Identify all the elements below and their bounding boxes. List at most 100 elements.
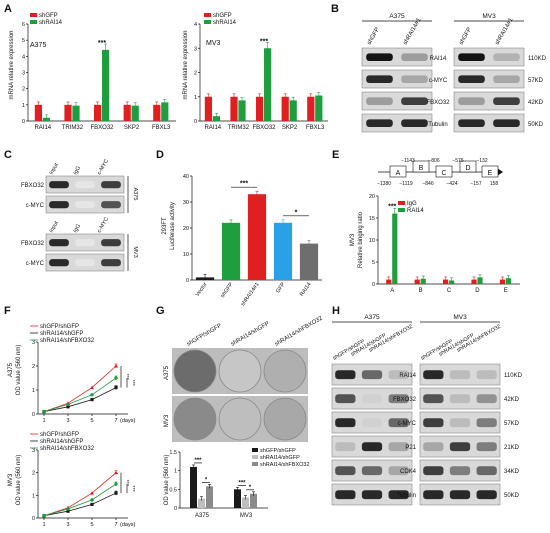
significance-label: * <box>205 477 208 483</box>
G-y-tick-label: 0.5 <box>169 487 177 493</box>
legend-label-shGFP: shGFP <box>39 13 58 19</box>
legend-label-shRAI14/shGFP: shRAI14/shGFP <box>260 455 300 461</box>
promoter-box-label: A <box>396 170 401 177</box>
promoter-box-label: D <box>465 165 470 172</box>
blot-c-FBXO32-band <box>75 239 95 247</box>
colony-well <box>173 349 217 393</box>
blot-h-CDK4-band <box>361 466 383 476</box>
blot-b-c-MYC-band <box>366 75 393 83</box>
colony-well <box>218 349 262 393</box>
significance-label: *** <box>129 485 135 492</box>
legend-swatch-IgG <box>398 201 405 205</box>
kd-label: 42KD <box>528 100 544 106</box>
blot-b-FBXO32-band <box>401 97 428 105</box>
x-tick-label: 1 <box>42 522 45 528</box>
panel-label-h: H <box>332 305 340 317</box>
blot-h-P21-band <box>335 442 356 452</box>
lane-label: IgG <box>73 165 83 176</box>
significance-label: *** <box>388 204 396 211</box>
category-label: C <box>447 288 452 294</box>
kd-label: 42KD <box>504 397 520 403</box>
blot-h-Tubulin-band <box>476 490 497 500</box>
series-line-shRAI14/shFBXO32 <box>43 377 117 412</box>
blot-h-CDK4-band <box>335 466 356 476</box>
blot-h-c-MYC-band <box>335 418 356 428</box>
category-label: A <box>390 288 394 294</box>
blot-c-c-MYC-band <box>101 259 121 267</box>
category-label: FBXL3 <box>152 125 171 131</box>
panel-h-western-blot: A375shGFP/shGFPshRAI14/shGFPshRAI14/shFB… <box>331 314 523 506</box>
blot-b-Tubulin-membrane <box>453 113 525 133</box>
blot-c-FBXO32-band <box>101 239 121 247</box>
legend-label-shRAI14: shRAI14 <box>213 20 237 26</box>
blot-b-RAI14-membrane <box>453 47 525 67</box>
blot-b-c-MYC-band <box>401 75 428 83</box>
blot-h-c-MYC-band <box>423 418 444 428</box>
category-label: FBXL3 <box>306 125 325 131</box>
blot-h-RAI14-band <box>335 370 356 380</box>
blot-h-CDK4-band <box>423 466 444 476</box>
promoter-bottom-coord: −1380 <box>377 181 391 187</box>
D-y-tick-label: 40 <box>183 174 189 180</box>
kd-label: 110KD <box>504 373 523 379</box>
blot-b-c-MYC-membrane <box>453 69 525 89</box>
legend-label-RAI14: RAI14 <box>407 208 424 214</box>
bar-E-RAI14-E <box>505 278 511 284</box>
axis-title-y: Relative binging ratio <box>358 211 364 268</box>
lane-label: IgG <box>73 223 83 234</box>
F-top-y-tick-label: 3 <box>32 340 35 346</box>
category-label: SKP2 <box>124 125 140 131</box>
category-label: A375 <box>195 513 210 519</box>
panel-letters: A B C D E F G H <box>4 3 340 317</box>
series-line-shGFP/shGFP <box>43 472 117 517</box>
panel-label-b: B <box>331 3 339 15</box>
blot-h-P21-band <box>449 442 471 452</box>
bar-E-RAI14-A <box>392 213 398 284</box>
category-label: B <box>419 288 423 294</box>
blot-h-P21-band <box>476 442 497 452</box>
series-line-shRAI14/shGFP <box>43 492 117 517</box>
legend-swatch-shRAI14 <box>30 20 37 24</box>
category-label: FBXO32 <box>252 125 276 131</box>
E-y-tick-label: 5 <box>372 260 375 266</box>
bar-D-GFP <box>273 222 293 280</box>
G-y-tick-label: 0 <box>174 506 177 512</box>
blot-h-c-MYC-band <box>449 418 471 428</box>
blot-h-RAI14-band <box>476 370 497 380</box>
data-point <box>90 393 94 397</box>
blot-h-Tubulin-band <box>388 490 409 500</box>
arrow-icon <box>497 168 503 176</box>
category-label: shRAI14#1 <box>240 282 261 308</box>
bar-D-shGFP <box>221 222 241 280</box>
blot-b-FBXO32-membrane <box>453 91 525 111</box>
kd-label: 50KD <box>504 493 520 499</box>
significance-label: * <box>295 209 298 216</box>
column-label: shRAI14/shGFP <box>230 321 271 348</box>
legend-label-shGFP: shGFP <box>213 13 232 19</box>
D-y-tick-label: 30 <box>183 200 189 206</box>
E-y-tick-label: 15 <box>369 216 375 222</box>
F-top-y-tick-label: 0 <box>32 412 35 418</box>
x-tick-label: 1 <box>42 418 45 424</box>
data-point <box>90 491 94 495</box>
promoter-box-label: E <box>488 170 493 177</box>
cell-line-label: MV3 <box>453 314 467 321</box>
blot-c-c-MYC-band <box>101 201 121 209</box>
blot-b-RAI14-band <box>493 53 520 61</box>
axis-subtitle-y: MV3 <box>8 473 14 486</box>
category-label: E <box>504 288 508 294</box>
blot-c-FBXO32-band <box>49 181 69 189</box>
promoter-box-C <box>435 165 453 178</box>
promoter-box-label: C <box>441 170 446 177</box>
lane-label: c-MYC <box>97 216 111 234</box>
protein-label: FBXO32 <box>393 397 417 403</box>
panel-label-c: C <box>4 149 12 161</box>
blot-c-FBXO32-band <box>75 181 95 189</box>
blot-b-c-MYC-band <box>493 75 520 83</box>
blot-h-CDK4-band <box>388 466 409 476</box>
bar-A-left-shGFP-SKP2 <box>123 104 131 121</box>
protein-label: RAI14 <box>430 56 447 62</box>
axis-title-y: Luciferase activity <box>170 202 176 250</box>
category-label: GFP <box>275 281 287 294</box>
